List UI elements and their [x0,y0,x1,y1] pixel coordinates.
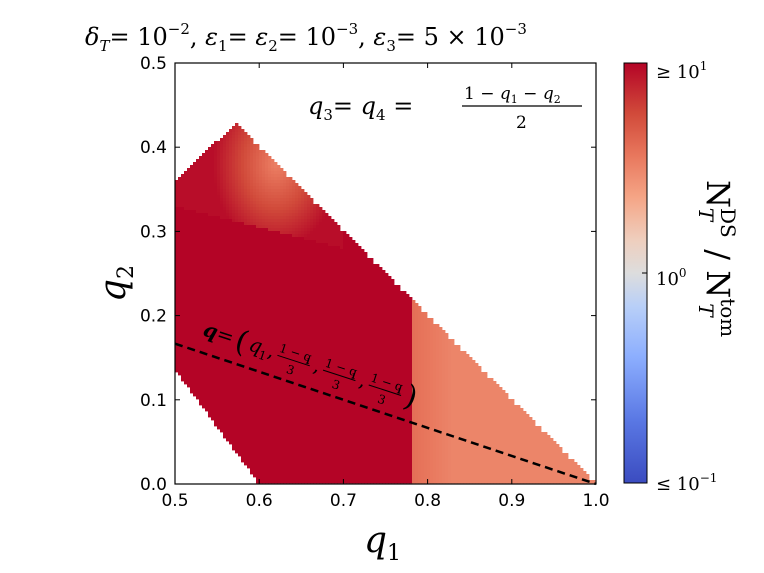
plot-frame [174,62,597,485]
y-tick-label: 0.0 [140,475,167,495]
dashed-line-label: q = ( q 1 , 1 − q1 3 , 1 − q1 3 , 1 − q1… [200,317,421,416]
y-tick-label: 0.3 [140,222,167,242]
y-tick-label: 0.2 [140,307,167,327]
colorbar-tick-label-mid: 100 [656,266,687,290]
y-axis: 0.0 0.1 0.2 0.3 0.4 0.5 [140,54,596,495]
colorbar-tick-label-bottom: ≤ 10−1 [656,471,717,495]
y-tick-label: 0.4 [140,138,167,158]
x-tick-label: 0.8 [414,491,441,511]
y-tick-label: 0.5 [140,54,167,74]
x-axis-label: q1 [364,520,401,566]
x-tick-label: 0.6 [246,491,273,511]
chart-title: δT= 10−2, ε1= ε2= 10−3, ε3= 5 × 10−3 [85,20,527,55]
x-tick-label: 0.7 [330,491,357,511]
x-tick-label: 1.0 [582,491,609,511]
y-axis-label: q2 [93,265,139,302]
x-tick-label: 0.5 [161,491,188,511]
x-tick-label: 0.9 [498,491,525,511]
colorbar-tick-label-top: ≥ 101 [656,59,707,83]
y-tick-label: 0.1 [140,391,167,411]
annotation-formula: q3= q4 = 1 − q1 − q2 2 [308,84,582,133]
x-axis: 0.5 0.6 0.7 0.8 0.9 1.0 [161,63,610,511]
colorbar-label: NDST / NtomT [694,180,740,337]
dashed-line [174,342,597,486]
